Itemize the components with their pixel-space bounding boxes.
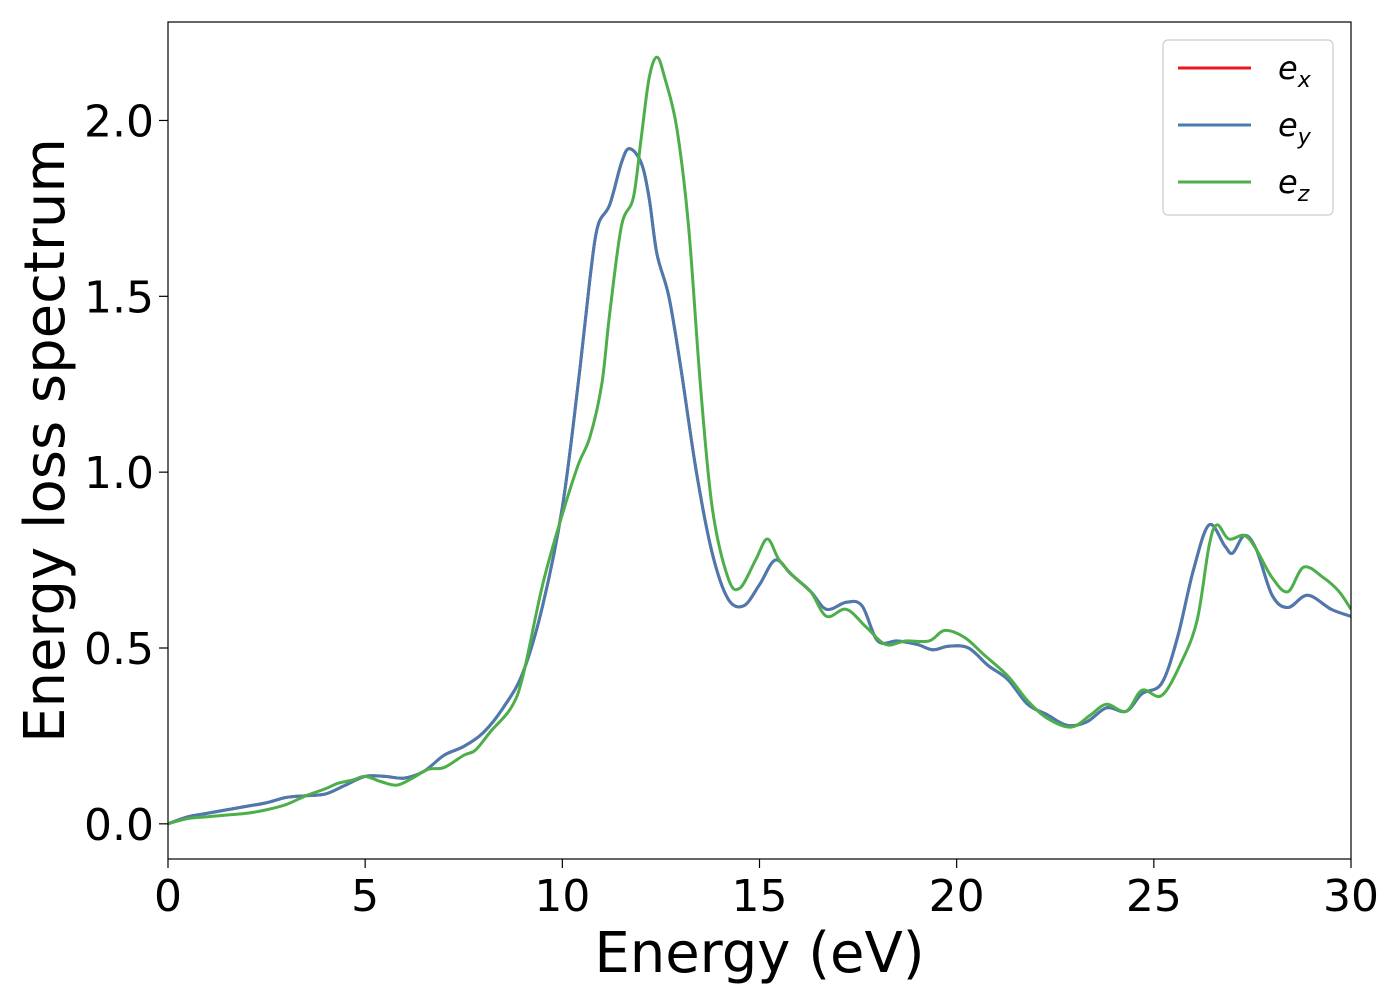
legend-label-y: ey — [1278, 106, 1312, 150]
x-tick-label: 20 — [929, 871, 985, 922]
y-tick-label: 1.5 — [84, 272, 154, 323]
y-axis-title: Energy loss spectrum — [13, 138, 78, 743]
legend-label-z: ez — [1278, 163, 1310, 207]
y-axis: 0.0 0.5 1.0 1.5 2.0 — [84, 96, 168, 851]
series-line-x — [168, 147, 1351, 826]
y-tick-label: 0.5 — [84, 624, 154, 675]
x-tick-label: 0 — [154, 871, 182, 922]
x-tick-label: 5 — [351, 871, 379, 922]
y-tick-label: 0.0 — [84, 800, 154, 851]
y-tick-label: 2.0 — [84, 96, 154, 147]
x-axis: 0 5 10 15 20 25 30 — [154, 859, 1379, 922]
x-axis-title: Energy (eV) — [594, 921, 924, 986]
series-line-z — [168, 55, 1351, 826]
series-line-y — [168, 147, 1351, 826]
legend: ex ey ez — [1162, 39, 1334, 216]
x-tick-label: 15 — [732, 871, 788, 922]
legend-label-x: ex — [1278, 49, 1312, 93]
x-tick-label: 25 — [1126, 871, 1182, 922]
x-tick-label: 30 — [1323, 871, 1379, 922]
legend-box — [1162, 39, 1334, 216]
series-layer — [168, 55, 1351, 826]
x-tick-label: 10 — [534, 871, 590, 922]
y-tick-label: 1.0 — [84, 448, 154, 499]
